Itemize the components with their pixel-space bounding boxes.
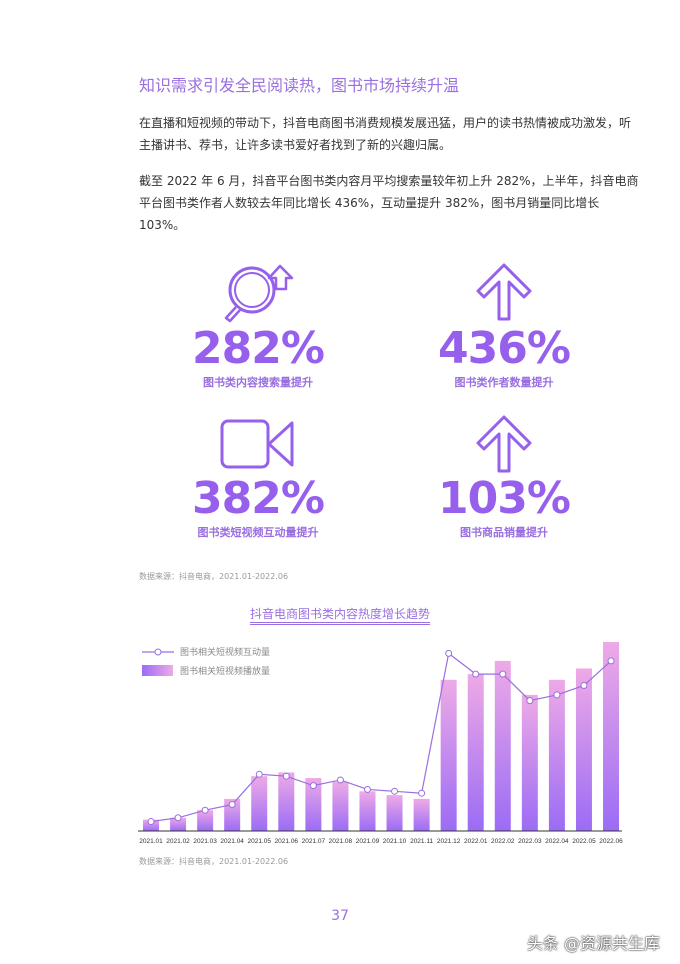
line-point: [607, 657, 615, 665]
bar: [359, 791, 376, 831]
x-tick-label: 2021.11: [410, 838, 433, 845]
x-tick-label: 2022.05: [572, 838, 596, 845]
section-heading: 知识需求引发全民阅读热，图书市场持续升温: [139, 76, 460, 95]
bar: [143, 819, 159, 831]
bar: [494, 660, 511, 831]
line-point: [147, 818, 155, 826]
bar: [440, 679, 457, 831]
stat-label: 图书类短视频互动量提升: [197, 526, 319, 539]
legend-bar-swatch: [142, 665, 173, 676]
x-tick-label: 2021.04: [220, 838, 244, 845]
x-tick-label: 2021.03: [193, 838, 217, 845]
bar: [386, 795, 403, 831]
line-series: [150, 652, 612, 823]
line-point: [472, 670, 480, 678]
x-tick-label: 2021.10: [383, 838, 407, 845]
line-point: [418, 789, 426, 797]
line-point: [391, 787, 399, 795]
watermark: 头条 @资源共生库: [526, 934, 660, 953]
stat-label: 图书商品销量提升: [460, 526, 548, 539]
x-tick-label: 2021.02: [166, 838, 190, 845]
arrow-up-icon: [476, 263, 532, 321]
line-point: [174, 814, 182, 822]
x-tick-label: 2021.07: [302, 838, 326, 845]
x-tick-label: 2021.05: [247, 838, 271, 845]
bar: [278, 772, 295, 831]
x-tick-label: 2021.01: [139, 838, 163, 845]
bar: [467, 674, 484, 831]
trend-chart: 2021.01 2021.02 2021.03 2021.04 2021.05 2021.…: [138, 642, 623, 845]
stat-value: 282%: [192, 323, 325, 374]
stat-card: 436% 图书类作者数量提升: [394, 326, 614, 390]
x-tick-label: 2022.04: [545, 838, 569, 845]
x-tick-label: 2022.06: [599, 838, 623, 845]
stat-label: 图书类作者数量提升: [454, 376, 554, 389]
x-tick-label: 2022.02: [491, 838, 515, 845]
bar: [413, 798, 430, 831]
page-number: 37: [331, 908, 349, 924]
bar: [548, 679, 565, 831]
x-tick-label: 2021.08: [329, 838, 353, 845]
bar: [575, 668, 592, 831]
legend-item-bar: 图书相关短视频播放量: [142, 664, 270, 677]
x-tick-label: 2021.06: [275, 838, 299, 845]
x-tick-label: 2021.12: [437, 838, 461, 845]
stat-value: 436%: [438, 323, 571, 374]
x-tick-label: 2022.03: [518, 838, 542, 845]
chart-title: 抖音电商图书类内容热度增长趋势: [249, 607, 430, 625]
line-point: [201, 806, 209, 814]
stat-value: 103%: [438, 473, 571, 524]
x-tick-label: 2021.09: [356, 838, 380, 845]
line-point: [526, 697, 534, 705]
stat-label: 图书类内容搜索量提升: [203, 376, 313, 389]
line-point: [445, 649, 453, 657]
legend-label: 图书相关短视频播放量: [180, 667, 271, 677]
line-point: [228, 801, 236, 809]
arrow-up-icon: [476, 415, 532, 473]
stat-card: 282% 图书类内容搜索量提升: [148, 326, 368, 390]
line-point: [553, 691, 561, 699]
bar: [170, 817, 187, 831]
legend-item-line: 图书相关短视频互动量: [142, 645, 270, 658]
line-point: [580, 681, 588, 689]
line-point: [309, 782, 317, 790]
data-source-note: 数据来源：抖音电商，2021.01-2022.06: [139, 857, 289, 866]
bar: [224, 798, 241, 831]
bar: [251, 776, 268, 831]
chart-title-wrap: 抖音电商图书类内容热度增长趋势: [0, 603, 680, 625]
search-growth-icon: [224, 264, 294, 323]
video-camera-icon: [220, 419, 294, 469]
line-point: [363, 785, 371, 793]
bar: [603, 642, 620, 831]
bar: [332, 781, 349, 831]
line-point: [282, 772, 290, 780]
data-source-note: 数据来源：抖音电商，2021.01-2022.06: [139, 572, 289, 581]
stat-value: 382%: [192, 473, 325, 524]
paragraph: 截至 2022 年 6 月，抖音平台图书类内容月平均搜索量较年初上升 282%，…: [139, 174, 639, 232]
stat-card: 103% 图书商品销量提升: [394, 476, 614, 540]
legend-line-swatch: [142, 648, 174, 655]
x-tick-label: 2022.01: [464, 838, 488, 845]
legend-label: 图书相关短视频互动量: [180, 648, 271, 658]
bar: [305, 778, 322, 831]
bar: [521, 694, 538, 831]
stat-card: 382% 图书类短视频互动量提升: [148, 476, 368, 540]
line-point: [499, 670, 507, 678]
paragraph: 在直播和短视频的带动下，抖音电商图书消费规模发展迅猛，用户的读书热情被成功激发，…: [139, 116, 632, 152]
bar: [197, 810, 214, 831]
line-point: [336, 776, 344, 784]
line-point: [255, 770, 263, 778]
